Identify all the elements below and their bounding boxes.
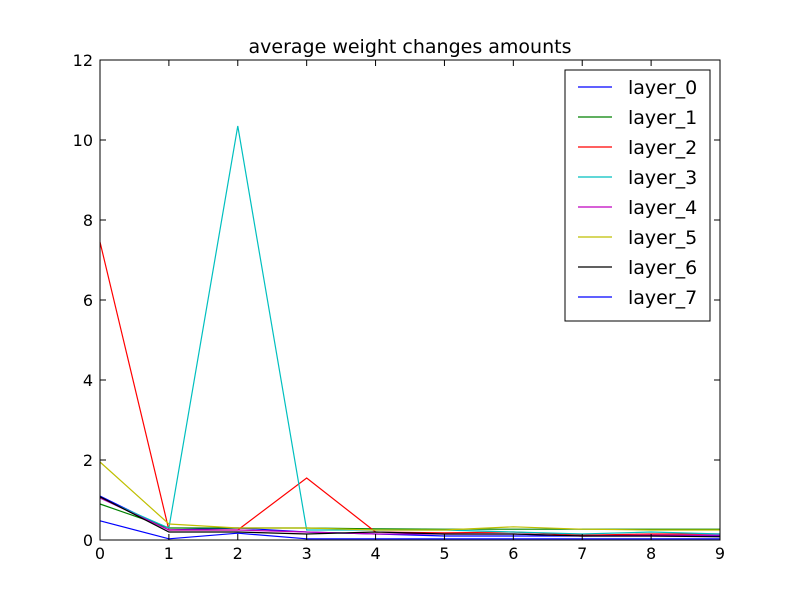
y-tick-label: 10 bbox=[73, 131, 93, 150]
series-line-layer_5 bbox=[99, 461, 720, 531]
legend-box bbox=[564, 69, 711, 322]
legend-label-layer_7: layer_7 bbox=[628, 287, 697, 309]
series-line-layer_7 bbox=[99, 520, 720, 540]
y-tick-label: 2 bbox=[83, 451, 93, 470]
legend-label-layer_3: layer_3 bbox=[628, 167, 697, 189]
y-tick-label: 4 bbox=[83, 371, 93, 390]
y-tick-label: 0 bbox=[83, 531, 93, 550]
x-tick-label: 5 bbox=[439, 544, 449, 563]
x-tick-label: 3 bbox=[302, 544, 312, 563]
legend-label-layer_2: layer_2 bbox=[628, 137, 697, 159]
y-tick-label: 8 bbox=[83, 211, 93, 230]
legend: layer_0 layer_1 layer_2 layer_3 layer_4layer… bbox=[564, 69, 711, 322]
chart-title: average weight changes amounts bbox=[249, 36, 572, 58]
y-tick-label: 12 bbox=[73, 51, 93, 70]
legend-label-layer_6: layer_6 bbox=[628, 257, 697, 279]
legend-label-layer_0: layer_0 bbox=[628, 77, 697, 99]
x-tick-label: 2 bbox=[233, 544, 243, 563]
legend-label-layer_5: layer_5 bbox=[628, 227, 697, 249]
x-tick-label: 0 bbox=[95, 544, 105, 563]
series-line-layer_6 bbox=[99, 496, 721, 538]
x-tick-label: 8 bbox=[646, 544, 656, 563]
series-group bbox=[99, 125, 721, 540]
x-tick-label: 6 bbox=[508, 544, 518, 563]
legend-label-layer_4: layer_4 bbox=[628, 197, 697, 219]
x-tick-label: 4 bbox=[370, 544, 380, 563]
legend-label-layer_1: layer_1 bbox=[628, 107, 697, 129]
y-tick-label: 6 bbox=[83, 291, 93, 310]
x-tick-label: 1 bbox=[164, 544, 174, 563]
x-tick-label: 7 bbox=[577, 544, 587, 563]
x-tick-label: 9 bbox=[715, 544, 725, 563]
